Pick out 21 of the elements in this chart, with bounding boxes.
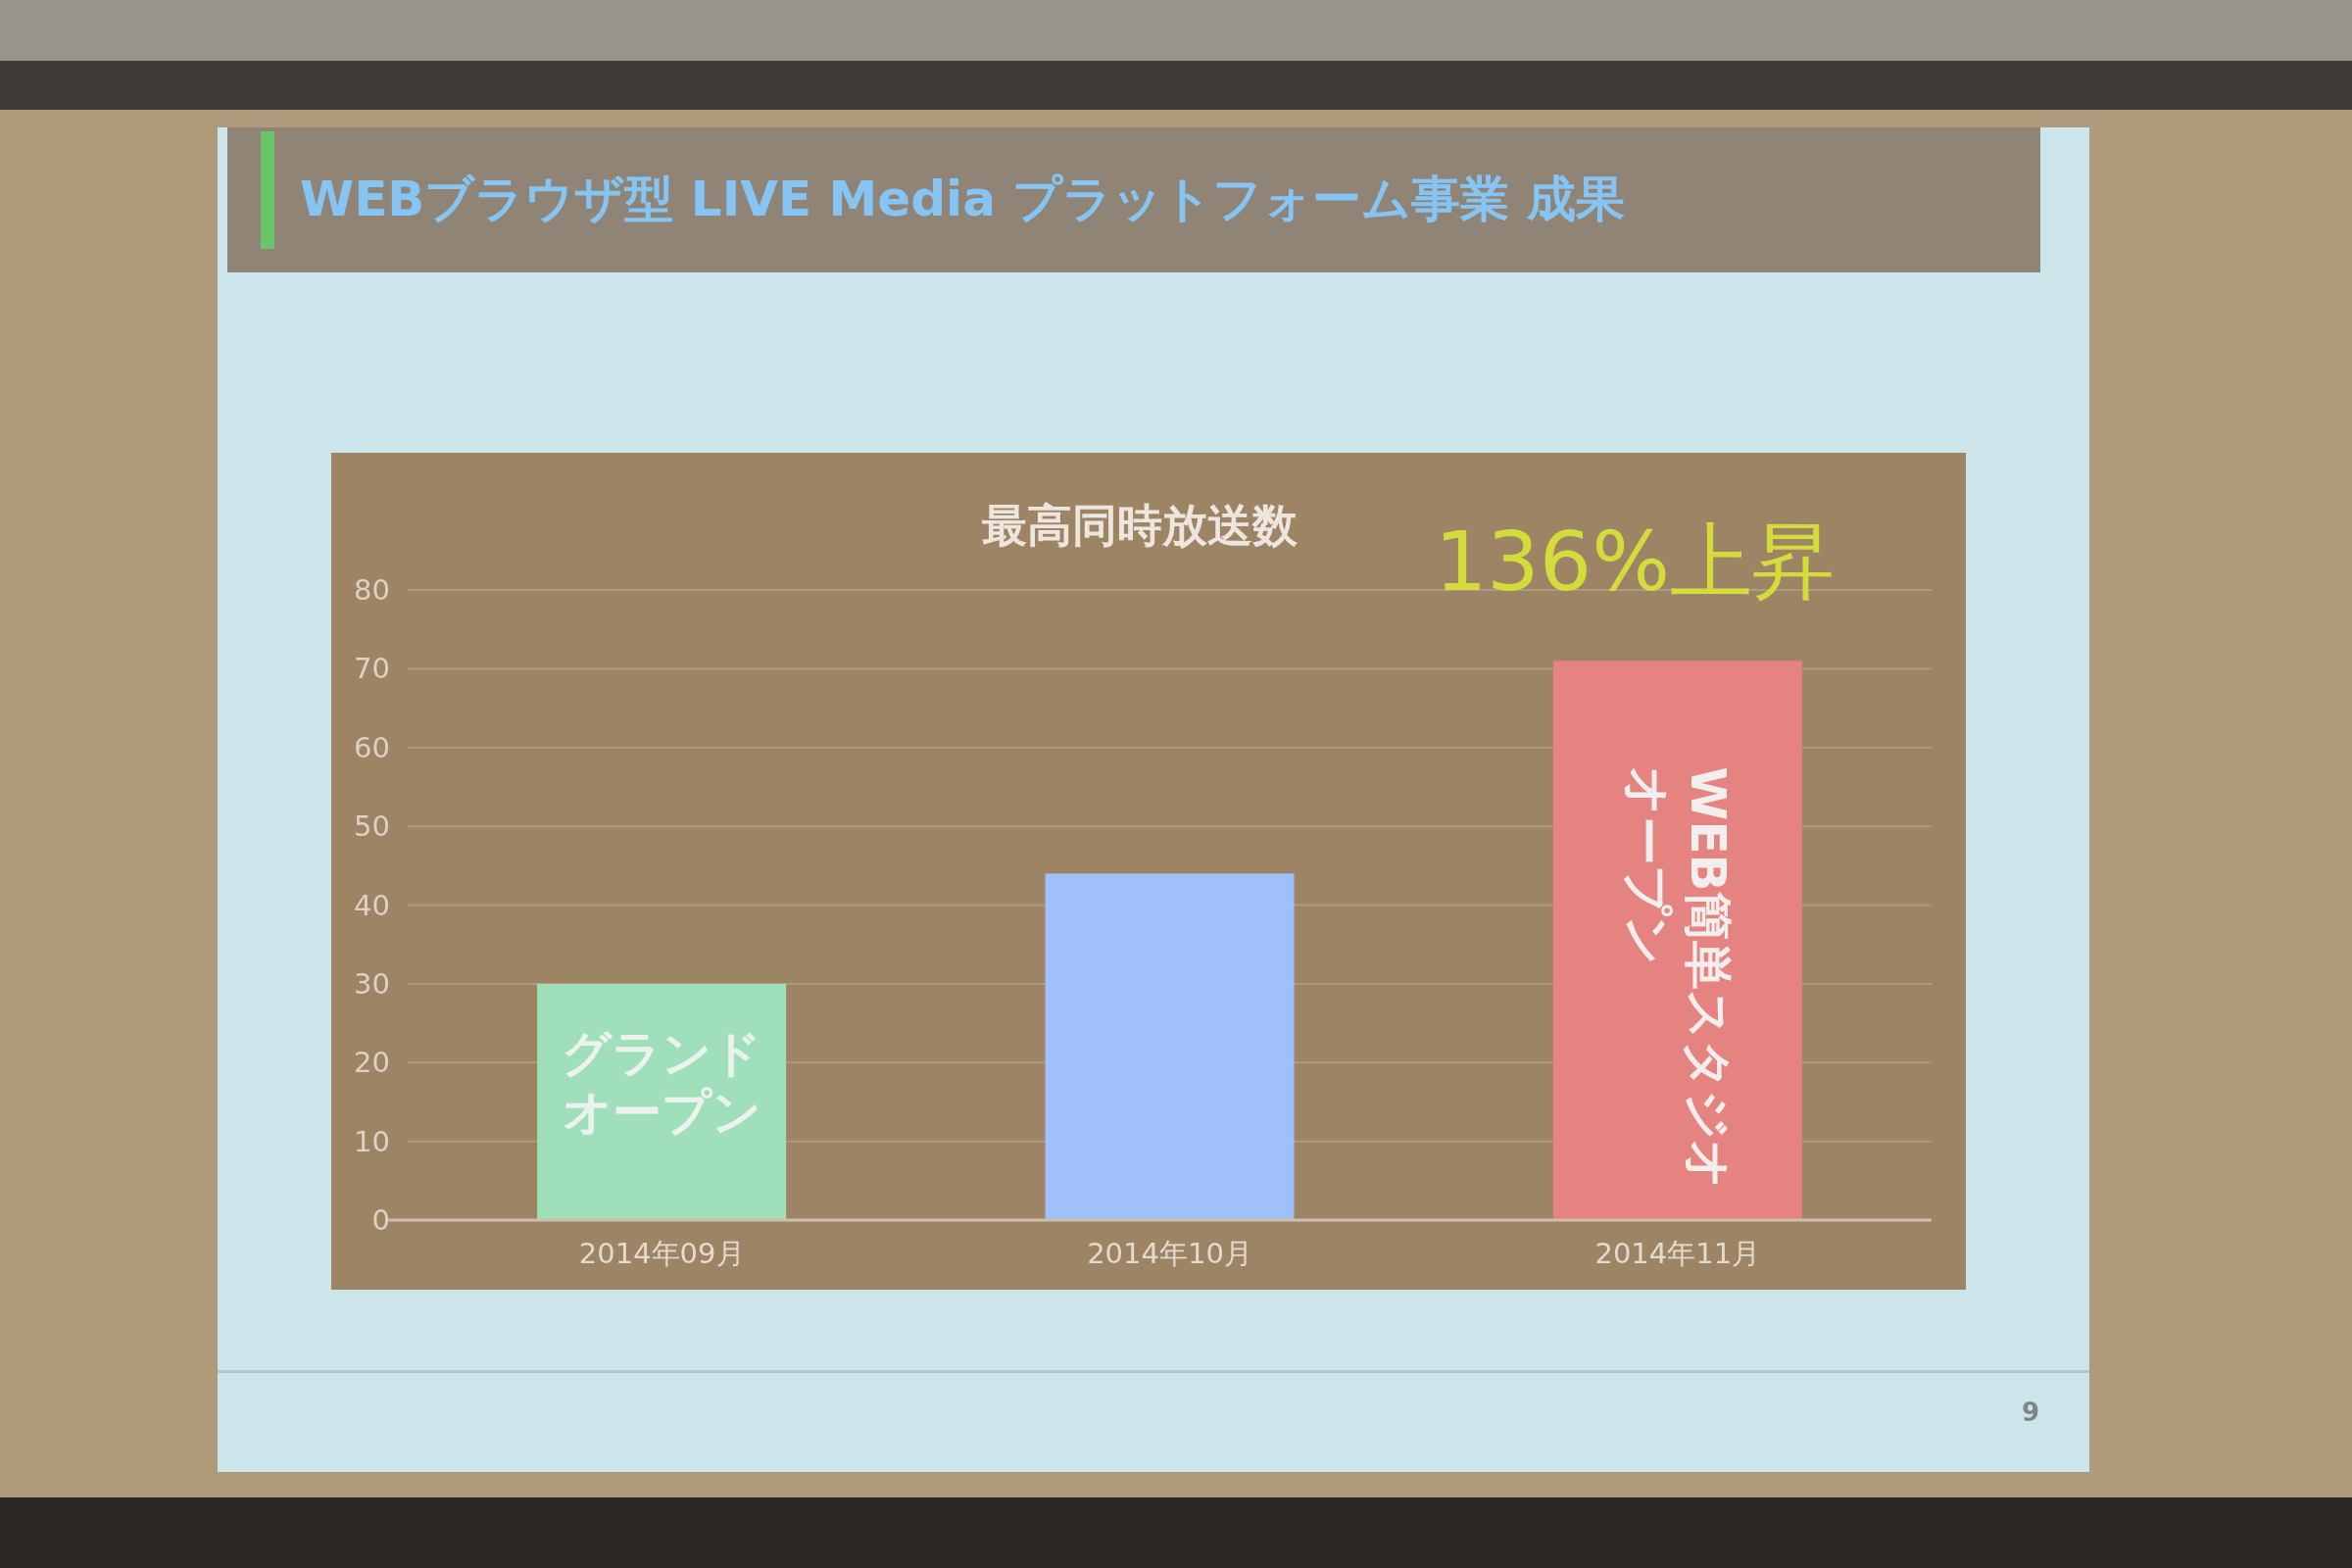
x-tick-label: 2014年11月 xyxy=(1594,1237,1761,1270)
y-tick-label: 70 xyxy=(354,652,390,686)
y-tick-label: 30 xyxy=(354,966,390,1001)
y-tick-label: 20 xyxy=(354,1046,390,1080)
chart-subtitle: 最高同時放送数 xyxy=(982,499,1298,552)
y-tick-label: 60 xyxy=(354,730,390,764)
y-tick-label: 80 xyxy=(354,573,390,607)
bar xyxy=(1045,873,1295,1220)
bar xyxy=(1552,661,1802,1220)
annotation: グランドオープン xyxy=(562,1025,762,1141)
annotation: 136%上昇 xyxy=(1434,514,1836,610)
y-tick-label: 50 xyxy=(354,809,390,844)
x-tick-label: 2014年09月 xyxy=(578,1237,745,1270)
y-tick-label: 10 xyxy=(354,1124,390,1158)
chart-title: WEBブラウザ型 LIVE Media プラットフォーム事業 成果 xyxy=(300,171,1625,227)
y-tick-label: 40 xyxy=(354,888,390,922)
bar xyxy=(537,983,787,1221)
y-tick-label: 0 xyxy=(371,1203,390,1237)
text: 9 xyxy=(2021,1397,2040,1427)
annotation: WEB簡単スタジオオープン xyxy=(1618,766,1737,1190)
x-tick-label: 2014年10月 xyxy=(1087,1237,1252,1270)
